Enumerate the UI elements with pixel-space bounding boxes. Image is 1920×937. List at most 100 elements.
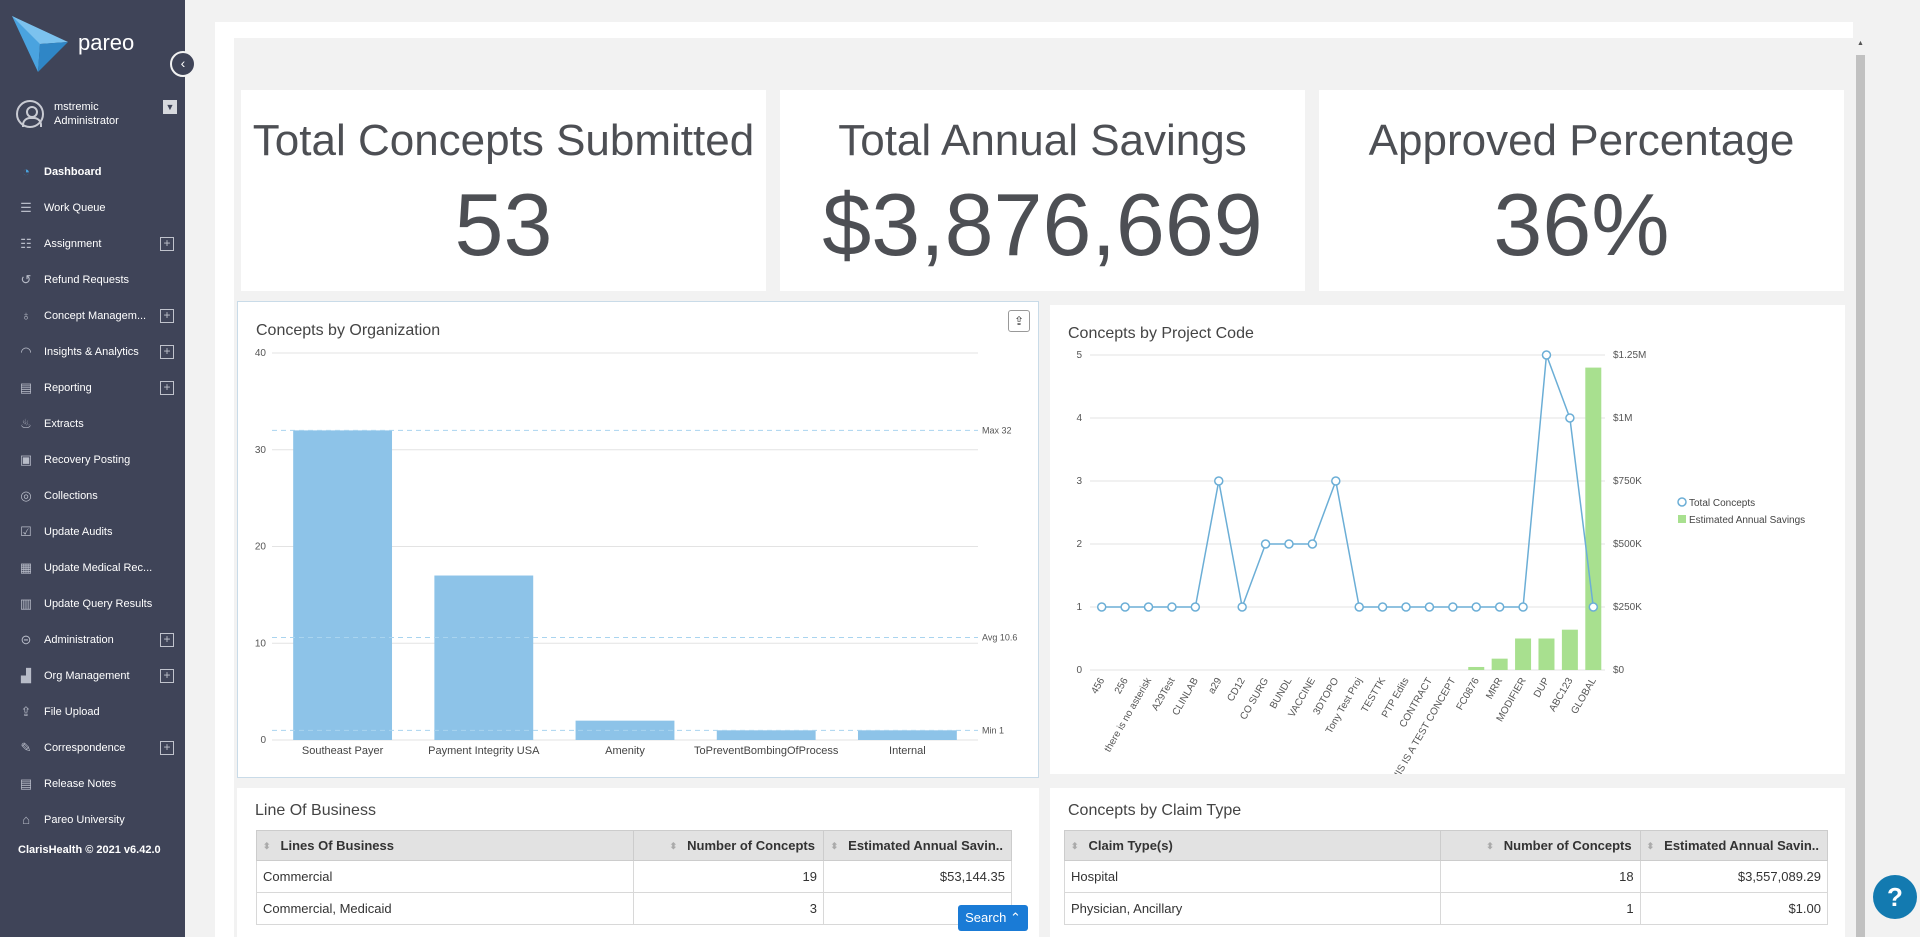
sort-icon[interactable]: ⬍ [1646,841,1655,852]
sort-icon[interactable]: ⬍ [830,841,839,852]
expand-plus-icon[interactable]: + [160,237,174,251]
y-tick-label: 3 [1076,476,1082,487]
expand-plus-icon[interactable]: + [160,345,174,359]
sidebar-item-label: Collections [44,490,98,502]
expand-plus-icon[interactable]: + [160,381,174,395]
savings-bar [1538,638,1555,670]
user-panel: mstremic Administrator ▼ [16,98,177,132]
kpi-card-savings: Total Annual Savings $3,876,669 [780,90,1305,291]
expand-plus-icon[interactable]: + [160,309,174,323]
sidebar-item-extracts[interactable]: ♨ Extracts [0,406,185,442]
sort-icon[interactable]: ⬍ [1071,841,1079,852]
data-point [1424,602,1435,612]
sidebar-item-reporting[interactable]: ▤ Reporting + [0,370,185,406]
expand-plus-icon[interactable]: + [160,741,174,755]
avatar[interactable] [16,100,44,128]
sidebar-item-label: Dashboard [44,166,102,178]
column-header[interactable]: ⬍ Number of Concepts [1440,830,1641,861]
sidebar-item-collections[interactable]: ◎ Collections [0,478,185,514]
sidebar-item-recovery-posting[interactable]: ▣ Recovery Posting [0,442,185,478]
x-tick-label: 456 [1089,676,1107,696]
y2-tick-label: $0 [1613,665,1625,676]
x-tick-label: Payment Integrity USA [428,745,540,757]
clipboard-check-icon: ☑ [20,524,32,539]
project-chart-card: Concepts by Project Code 0 1 2 3 4 5 $0 $250K $5… [1050,305,1845,774]
table-cell: 3 [633,892,824,925]
sidebar-item-file-upload[interactable]: ⇪ File Upload [0,694,185,730]
bar [857,730,957,740]
kpi-card-approved: Approved Percentage 36% [1319,90,1844,291]
data-point [1260,539,1271,549]
kpi-title: Total Concepts Submitted [252,116,755,165]
x-tick-label: DUP [1532,676,1552,700]
sidebar-item-work-queue[interactable]: ☰ Work Queue [0,190,185,226]
x-tick-label: ToPreventBombingOfProcess [694,745,839,757]
scrollbar-thumb[interactable] [1856,55,1865,937]
column-header-label: Lines Of Business [280,838,394,853]
sidebar-item-label: Administration [44,634,114,646]
sidebar-item-update-query-results[interactable]: ▥ Update Query Results [0,586,185,622]
kpi-title: Approved Percentage [1368,116,1795,165]
sidebar-item-update-medical-rec[interactable]: ▦ Update Medical Rec... [0,550,185,586]
x-tick-label: Amenity [605,745,645,757]
column-header[interactable]: ⬍ Estimated Annual Savin.. [1639,830,1829,861]
sidebar-item-update-audits[interactable]: ☑ Update Audits [0,514,185,550]
sidebar-item-administration[interactable]: ⊝ Administration + [0,622,185,658]
column-header[interactable]: ⬍ Estimated Annual Savin.. [822,830,1013,861]
data-point [1331,476,1341,486]
sidebar-item-org-management[interactable]: ▟ Org Management + [0,658,185,694]
sidebar-item-pareo-university[interactable]: ⌂ Pareo University [0,802,185,838]
sort-icon[interactable]: ⬍ [669,841,678,852]
bar [293,430,393,740]
column-header[interactable]: ⬍ Lines Of Business [255,830,635,861]
export-icon[interactable]: ⇪ [1008,310,1030,332]
data-point [1401,602,1411,612]
org-bar-chart: 0 10 20 30 40 Southeast Payer Payment Integrit… [255,348,1018,757]
collapse-sidebar-button[interactable]: ‹ [170,51,196,77]
sidebar-item-refund-requests[interactable]: ↺ Refund Requests [0,262,185,298]
sidebar-item-label: Insights & Analytics [44,346,139,358]
savings-bar [1468,666,1485,670]
kpi-card-concepts: Total Concepts Submitted 53 [241,90,766,291]
table-row[interactable]: Commercial, Medicaid 3 [255,892,1013,925]
sort-icon[interactable]: ⬍ [1486,841,1494,852]
data-point [1448,602,1458,612]
data-point [1565,413,1575,423]
sidebar-item-label: Correspondence [44,742,126,754]
gauge-icon: ◔ [22,164,30,179]
sort-icon[interactable]: ⬍ [263,841,271,852]
y-tick-label: 1 [1076,602,1082,613]
y2-tick-label: $1.25M [1613,350,1646,361]
extract-icon: ♨ [20,416,32,431]
sidebar-item-release-notes[interactable]: ▤ Release Notes [0,766,185,802]
x-tick-label: there is no asterisk [1103,675,1155,754]
claims-table-card: Concepts by Claim Type ⬍ Claim Type(s) ⬍ Nu… [1050,788,1845,937]
sidebar-item-dashboard[interactable]: ◔ Dashboard [0,154,185,190]
expand-plus-icon[interactable]: + [160,669,174,683]
plot-line-label: Max 32 [982,425,1012,435]
table-row[interactable]: Hospital 18 $3,557,089.29 [1063,860,1829,893]
sidebar-item-insights-analytics[interactable]: ◠ Insights & Analytics + [0,334,185,370]
pareo-logo[interactable]: pareo [12,14,162,74]
sidebar-item-assignment[interactable]: ☷ Assignment + [0,226,185,262]
table-row[interactable]: Commercial 19 $53,144.35 [255,860,1013,893]
table-cell: $1.00 [1639,892,1829,925]
user-dropdown-icon[interactable]: ▼ [163,100,177,114]
checklist-icon: ☷ [20,236,32,251]
column-header[interactable]: ⬍ Number of Concepts [633,830,824,861]
table-title: Concepts by Claim Type [1068,802,1242,819]
help-button[interactable]: ? [1873,875,1917,919]
sidebar-item-concept-managem[interactable]: ♁ Concept Managem... + [0,298,185,334]
scroll-up-icon[interactable]: ▲ [1857,40,1864,47]
table-row[interactable]: Physician, Ancillary 1 $1.00 [1063,892,1829,925]
data-point [1471,602,1481,612]
data-point [1494,602,1505,612]
y-tick-label: 20 [255,542,267,553]
y-tick-label: 5 [1076,350,1082,361]
search-button[interactable]: Search ⌃ [958,905,1028,931]
savings-bar [1491,658,1508,670]
savings-bar [1585,367,1602,670]
column-header[interactable]: ⬍ Claim Type(s) [1063,830,1442,861]
expand-plus-icon[interactable]: + [160,633,174,647]
sidebar-item-correspondence[interactable]: ✎ Correspondence + [0,730,185,766]
